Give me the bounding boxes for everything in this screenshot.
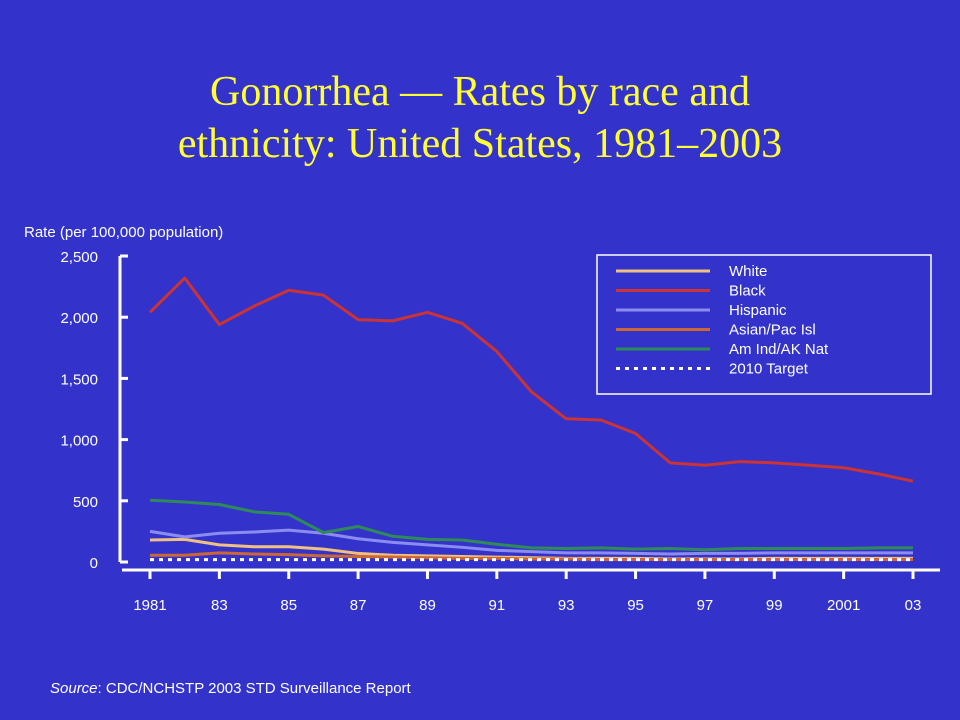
series-am-ind-ak-nat xyxy=(149,498,914,552)
series-lines xyxy=(148,276,914,562)
axes: 0 500 1,000 1,500 2,000 2,500 1981 83 85 87 89 91 93… xyxy=(60,249,940,614)
chart-title: Gonorrhea — Rates by race and ethnicity:… xyxy=(0,66,960,170)
x-tick-label: 95 xyxy=(627,597,644,614)
x-tick-label: 85 xyxy=(280,597,297,614)
x-tick-label: 03 xyxy=(905,597,922,614)
legend-label: White xyxy=(729,263,767,280)
x-tick-label: 2001 xyxy=(827,597,860,614)
y-tick-label: 2,000 xyxy=(60,310,98,327)
x-tick-label: 91 xyxy=(488,597,505,614)
y-tick-label: 1,500 xyxy=(60,371,98,388)
x-tick-label: 83 xyxy=(211,597,228,614)
series-hispanic xyxy=(149,528,914,556)
y-tick-label: 500 xyxy=(73,494,98,511)
legend: White Black Hispanic Asian/Pac Isl Am Ind/AK… xyxy=(596,254,932,395)
series-line xyxy=(149,528,913,556)
legend-label: Black xyxy=(729,283,766,300)
x-tick-label: 87 xyxy=(350,597,367,614)
x-tick-label: 99 xyxy=(766,597,783,614)
legend-label: 2010 Target xyxy=(729,361,809,378)
legend-label: Asian/Pac Isl xyxy=(729,322,816,339)
y-axis-label: Rate (per 100,000 population) xyxy=(24,224,223,241)
legend-label: Hispanic xyxy=(729,302,787,319)
series-line xyxy=(149,498,913,552)
title-line-2: ethnicity: United States, 1981–2003 xyxy=(177,121,783,167)
source-label: Source xyxy=(50,680,98,697)
title-line-1: Gonorrhea — Rates by race and xyxy=(210,69,750,115)
legend-label: Am Ind/AK Nat xyxy=(729,341,829,358)
series-black xyxy=(148,276,914,483)
x-tick-label: 89 xyxy=(419,597,436,614)
y-tick-label: 0 xyxy=(90,555,98,572)
source-note: Source: CDC/NCHSTP 2003 STD Surveillance… xyxy=(50,680,411,697)
x-tick-label: 1981 xyxy=(133,597,166,614)
legend-box xyxy=(596,254,932,395)
x-tick-label: 93 xyxy=(558,597,575,614)
y-tick-label: 2,500 xyxy=(60,249,98,266)
x-tick-label: 97 xyxy=(697,597,714,614)
y-tick-label: 1,000 xyxy=(60,433,98,450)
source-text: : CDC/NCHSTP 2003 STD Surveillance Repor… xyxy=(97,680,411,697)
